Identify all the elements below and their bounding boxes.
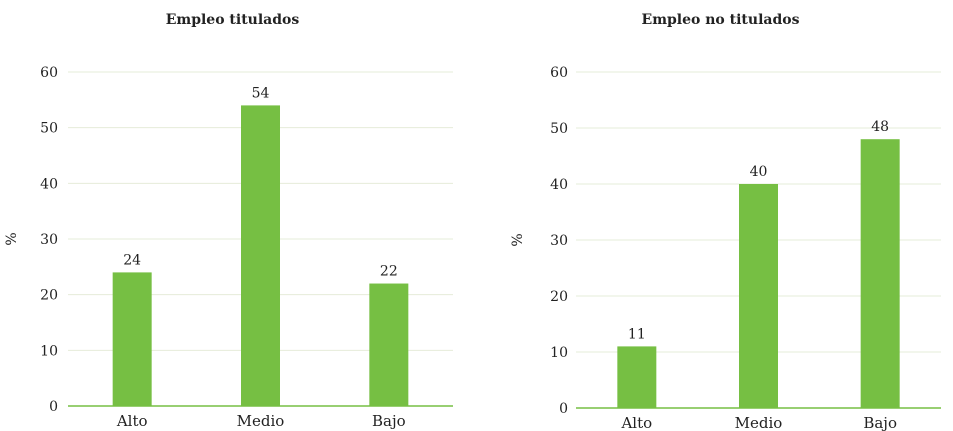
- bar-value-label: 48: [871, 119, 889, 135]
- y-tick-label: 50: [550, 121, 568, 137]
- chart-svg: 0 10 20 30 40 50 60% 11 Alto 40 Medio 48 Bajo: [510, 65, 941, 431]
- bar-value-label: 24: [123, 252, 141, 268]
- bar: [617, 346, 657, 408]
- bar: [241, 105, 280, 407]
- bar-value-label: 11: [628, 326, 646, 342]
- y-axis-label: %: [510, 233, 526, 246]
- x-tick-label: Medio: [735, 414, 783, 431]
- y-tick-label: 40: [40, 176, 58, 192]
- y-tick-label: 30: [40, 232, 58, 248]
- y-tick-label: 60: [550, 65, 568, 81]
- x-tick-label: Alto: [620, 414, 652, 431]
- y-tick-label: 10: [40, 343, 58, 359]
- y-tick-label: 10: [550, 345, 568, 361]
- x-tick-label: Bajo: [863, 414, 897, 431]
- y-tick-label: 50: [40, 121, 58, 137]
- chart-svg: 0 10 20 30 40 50 60% 24 Alto 54 Medio 22 Bajo: [4, 65, 453, 430]
- bar: [739, 184, 778, 408]
- y-tick-label: 0: [49, 399, 58, 415]
- y-tick-label: 20: [550, 289, 568, 305]
- y-tick-label: 60: [40, 65, 58, 81]
- bar-value-label: 40: [750, 164, 768, 180]
- chart-title: Empleo titulados: [165, 12, 300, 28]
- chart-empleo-no-titulados: Empleo no titulados 0 10 20 30 40 50 60% 11 Alto…: [488, 0, 953, 431]
- x-tick-label: Bajo: [372, 412, 406, 430]
- chart-title: Empleo no titulados: [641, 12, 800, 28]
- bar: [112, 272, 152, 406]
- y-tick-label: 30: [550, 233, 568, 249]
- y-tick-label: 0: [559, 401, 568, 417]
- x-tick-label: Medio: [237, 412, 285, 430]
- bar-value-label: 22: [380, 264, 398, 280]
- y-tick-label: 20: [40, 288, 58, 304]
- y-tick-label: 40: [550, 177, 568, 193]
- bar: [369, 283, 409, 406]
- chart-empleo-titulados: Empleo titulados 0 10 20 30 40 50 60% 24 Alto 54 M…: [0, 0, 465, 431]
- y-axis-label: %: [4, 232, 20, 245]
- x-tick-label: Alto: [116, 412, 148, 430]
- bar: [860, 139, 900, 408]
- bar-value-label: 54: [252, 85, 270, 101]
